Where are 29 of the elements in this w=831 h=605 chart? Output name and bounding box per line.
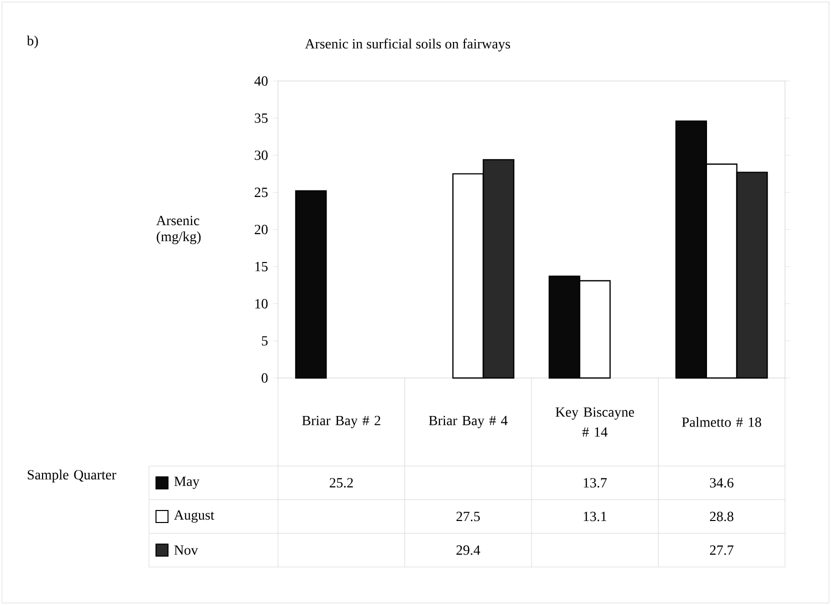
legend-label: Nov (174, 546, 198, 555)
data-label: 13.7 (584, 478, 607, 488)
y-tick-label: 10 (255, 299, 268, 308)
data-label: 27.7 (710, 545, 734, 555)
x-tick-label: Palmetto # 18 (682, 417, 762, 427)
y-tick-label: 5 (262, 336, 268, 346)
data-label: 27.5 (456, 512, 480, 522)
data-label: 29.4 (456, 545, 480, 555)
x-tick-label: Key Biscayne # 14 (556, 407, 634, 437)
chart-title: Arsenic in surficial soils on fairways (305, 38, 510, 52)
y-tick-label: 40 (254, 76, 268, 86)
y-tick-label: 20 (254, 224, 268, 234)
y-tick-label: 25 (254, 188, 268, 198)
data-label: 25.2 (330, 478, 353, 488)
y-axis-title: Arsenic (mg/kg) (156, 216, 201, 244)
data-label: 28.8 (710, 512, 734, 522)
y-tick-label: 30 (254, 150, 268, 160)
y-tick-label: 0 (262, 373, 268, 383)
data-label: 13.1 (584, 512, 606, 522)
x-tick-label: Briar Bay # 4 (428, 416, 508, 428)
text: b) (26, 36, 38, 48)
bar (295, 190, 327, 379)
x-tick-label: Briar Bay # 2 (302, 416, 380, 428)
y-tick-label: 15 (255, 262, 268, 272)
text: Sample Quarter (28, 470, 116, 482)
legend-label: August (174, 510, 214, 523)
data-label: 34.6 (710, 478, 734, 488)
y-tick-label: 35 (254, 113, 268, 123)
legend-label: May (174, 476, 200, 489)
